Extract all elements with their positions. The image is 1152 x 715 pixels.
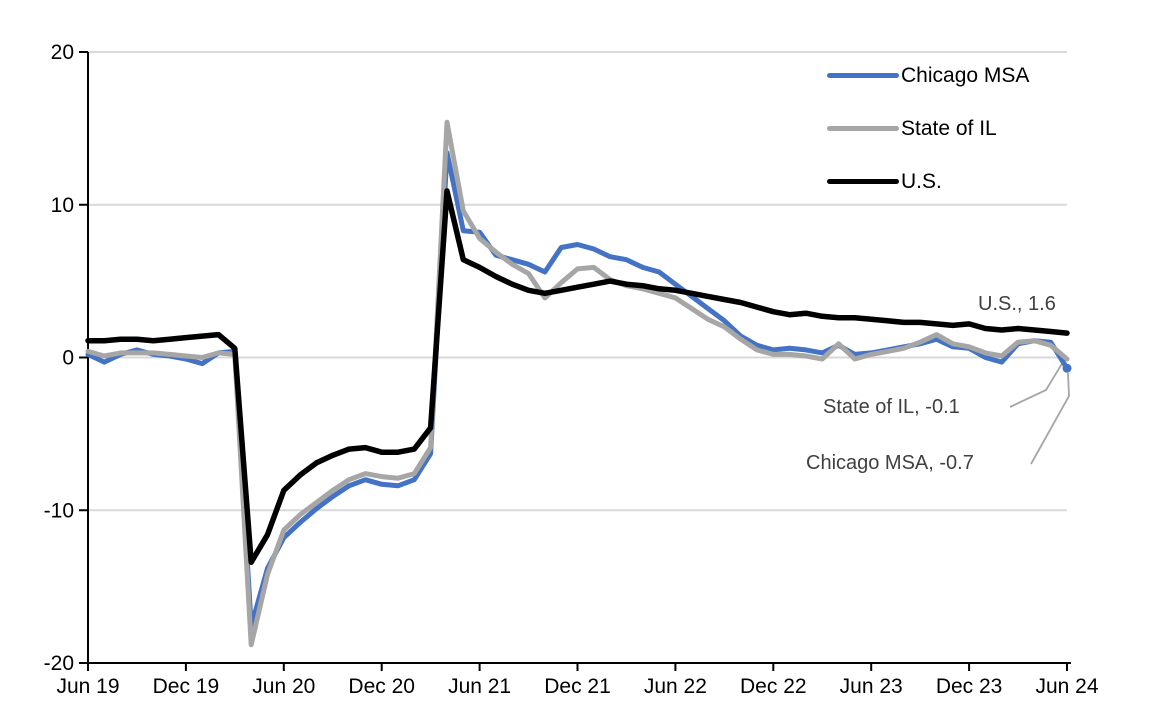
x-tick-label: Jun 20	[252, 675, 315, 698]
y-tick-label: 10	[51, 194, 74, 217]
legend-item-us: U.S.	[827, 163, 1029, 199]
legend-swatch-us	[827, 178, 899, 184]
series-end-marker-chicago-msa	[1062, 363, 1072, 373]
annotation-state-il-last-value: State of IL, -0.1	[823, 396, 960, 418]
x-tick-label: Jun 22	[644, 675, 707, 698]
y-tick-label: 20	[51, 41, 74, 64]
legend-item-state-il: State of IL	[827, 110, 1029, 146]
leader-line-chicago-msa	[1030, 372, 1070, 465]
annotation-chicago-msa-last-value: Chicago MSA, -0.7	[806, 452, 974, 474]
series-line-us	[85, 188, 1070, 565]
x-tick-label: Jun 19	[56, 675, 119, 698]
x-tick-label: Jun 23	[840, 675, 903, 698]
y-tick-label: 0	[62, 347, 74, 370]
legend-swatch-chicago-msa	[827, 72, 899, 78]
x-tick-label: Dec 23	[936, 675, 1003, 698]
legend-label-state-il: State of IL	[901, 116, 997, 140]
x-tick-label: Dec 19	[153, 675, 220, 698]
x-tick-label: Jun 24	[1035, 675, 1098, 698]
x-tick-label: Jun 21	[448, 675, 511, 698]
x-tick-label: Dec 21	[544, 675, 611, 698]
legend: Chicago MSA State of IL U.S.	[827, 57, 1029, 199]
annotation-us-last-value: U.S., 1.6	[978, 293, 1056, 315]
series-line-state-il	[85, 119, 1070, 648]
legend-swatch-state-il	[827, 125, 899, 131]
y-tick-label: -20	[44, 652, 74, 675]
legend-label-us: U.S.	[901, 169, 942, 193]
y-tick-label: -10	[44, 499, 74, 522]
x-tick-label: Dec 20	[348, 675, 415, 698]
leader-line-state-il	[1009, 361, 1064, 408]
legend-label-chicago-msa: Chicago MSA	[901, 63, 1030, 87]
legend-item-chicago-msa: Chicago MSA	[827, 57, 1029, 93]
x-tick-label: Dec 22	[740, 675, 807, 698]
